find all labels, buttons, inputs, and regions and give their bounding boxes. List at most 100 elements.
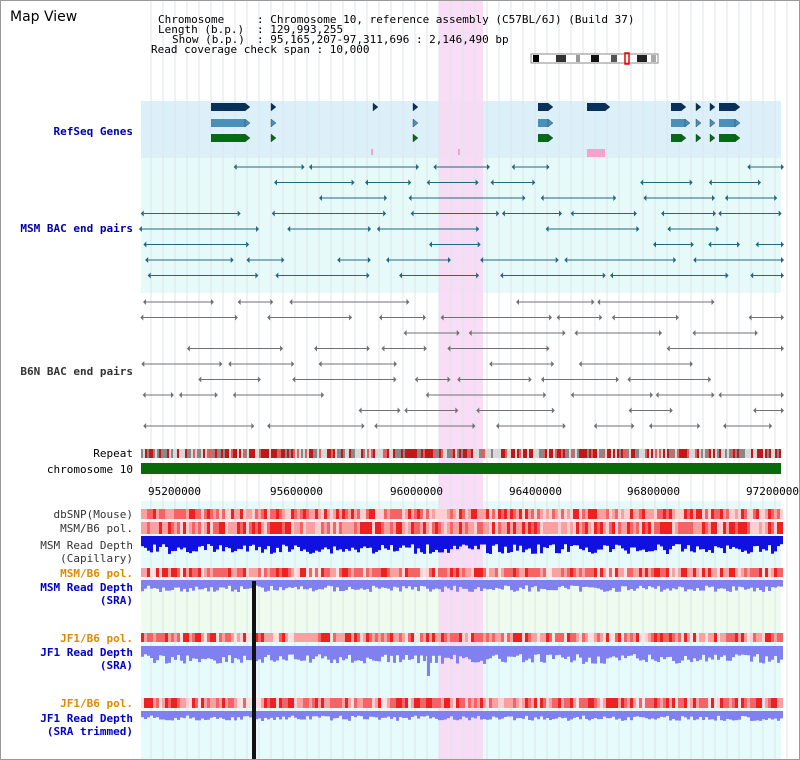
track-label-jf1-depth-trimmed[interactable]: JF1 Read Depth: [40, 712, 133, 725]
polymorphism-cell: [153, 568, 156, 577]
polymorphism-cell: [309, 633, 312, 642]
polymorphism-cell: [399, 633, 402, 642]
track-label-b6n-bac[interactable]: B6N BAC end pairs: [20, 365, 133, 378]
depth-bar: [495, 536, 498, 545]
depth-bar: [462, 536, 465, 545]
depth-bar: [609, 646, 612, 658]
repeat-segment: [331, 449, 333, 458]
bac-end-marker: [659, 330, 663, 336]
polymorphism-cell: [753, 568, 756, 577]
depth-bar: [291, 580, 294, 588]
polymorphism-cell: [417, 509, 420, 519]
depth-bar: [540, 580, 543, 589]
depth-bar: [696, 711, 699, 720]
polymorphism-cell: [477, 522, 480, 534]
polymorphism-cell: [435, 633, 438, 642]
depth-bar: [252, 536, 255, 545]
polymorphism-cell: [429, 698, 432, 708]
bac-end-marker: [723, 423, 727, 429]
repeat-segment: [361, 449, 363, 458]
repeat-segment: [167, 449, 169, 458]
depth-bar: [186, 711, 189, 716]
depth-bar: [513, 580, 516, 592]
depth-bar: [588, 711, 591, 721]
repeat-segment: [577, 449, 579, 458]
polymorphism-cell: [390, 698, 393, 708]
gene-arrow: [734, 102, 741, 112]
repeat-segment: [557, 449, 559, 458]
track-label-dbsnp[interactable]: dbSNP(Mouse): [53, 508, 133, 521]
depth-bar: [564, 711, 567, 718]
polymorphism-cell: [390, 633, 393, 642]
polymorphism-cell: [537, 698, 540, 708]
track-label-jf1-pol[interactable]: JF1/B6 pol.: [60, 632, 133, 645]
depth-bar: [471, 580, 474, 592]
depth-bar: [639, 711, 642, 718]
depth-bar: [381, 580, 384, 588]
depth-bar: [372, 580, 375, 586]
depth-bar: [159, 711, 162, 720]
polymorphism-cell: [591, 568, 594, 577]
polymorphism-cell: [753, 698, 756, 708]
track-label-msm-depth-capillary[interactable]: MSM Read Depth: [40, 539, 133, 552]
depth-bar: [156, 536, 159, 552]
depth-bar: [180, 536, 183, 550]
depth-bar: [330, 711, 333, 721]
depth-bar: [615, 711, 618, 720]
depth-bar: [384, 536, 387, 549]
polymorphism-cell: [654, 698, 657, 708]
repeat-segment: [765, 449, 767, 458]
polymorphism-cell: [210, 522, 213, 534]
repeat-segment: [213, 449, 215, 458]
repeat-segment: [381, 449, 383, 458]
polymorphism-cell: [741, 522, 744, 534]
polymorphism-cell: [540, 698, 543, 708]
depth-bar: [153, 536, 156, 545]
ideogram-current-region: [624, 52, 630, 65]
polymorphism-cell: [672, 633, 675, 642]
polymorphism-cell: [504, 568, 507, 577]
bac-end-marker: [551, 407, 555, 414]
polymorphism-cell: [456, 633, 459, 642]
gene-arrow: [372, 102, 379, 112]
polymorphism-cell: [720, 522, 723, 534]
polymorphism-cell: [486, 522, 489, 534]
track-label-msm-pol-2[interactable]: MSM/B6 pol.: [60, 567, 133, 580]
polymorphism-cell: [618, 522, 621, 534]
depth-bar: [240, 646, 243, 663]
track-label-jf1-depth-sra[interactable]: JF1 Read Depth: [40, 646, 133, 659]
repeat-segment: [631, 449, 633, 458]
depth-bar: [423, 536, 426, 554]
repeat-segment: [643, 449, 645, 458]
track-label-msm-depth-sra[interactable]: MSM Read Depth: [40, 581, 133, 594]
depth-bar: [240, 580, 243, 587]
track-label-jf1-pol-2[interactable]: JF1/B6 pol.: [60, 697, 133, 710]
polymorphism-cell: [732, 568, 735, 577]
depth-bar: [684, 711, 687, 718]
polymorphism-cell: [483, 698, 486, 708]
depth-bar: [600, 580, 603, 590]
track-label-msm-pol[interactable]: MSM/B6 pol.: [60, 522, 133, 535]
polymorphism-cell: [318, 698, 321, 708]
polymorphism-cell: [597, 568, 600, 577]
polymorphism-cell: [165, 522, 168, 534]
depth-bar: [522, 536, 525, 553]
polymorphism-cell: [141, 509, 144, 519]
depth-bar: [171, 536, 174, 552]
track-label-refseq[interactable]: RefSeq Genes: [53, 125, 133, 138]
track-label-repeat[interactable]: Repeat: [93, 447, 133, 460]
depth-bar: [723, 646, 726, 656]
repeat-segment: [693, 449, 695, 458]
polymorphism-cell: [684, 568, 687, 577]
track-label-msm-bac[interactable]: MSM BAC end pairs: [20, 222, 133, 235]
repeat-segment: [571, 449, 573, 458]
bac-end-marker: [781, 392, 784, 398]
gene-arrow: [695, 102, 702, 112]
bac-end-marker: [599, 314, 603, 321]
polymorphism-cell: [702, 698, 705, 708]
polymorphism-cell: [255, 509, 258, 519]
polymorphism-cell: [459, 568, 462, 577]
polymorphism-cell: [702, 633, 705, 642]
depth-bar: [678, 646, 681, 664]
